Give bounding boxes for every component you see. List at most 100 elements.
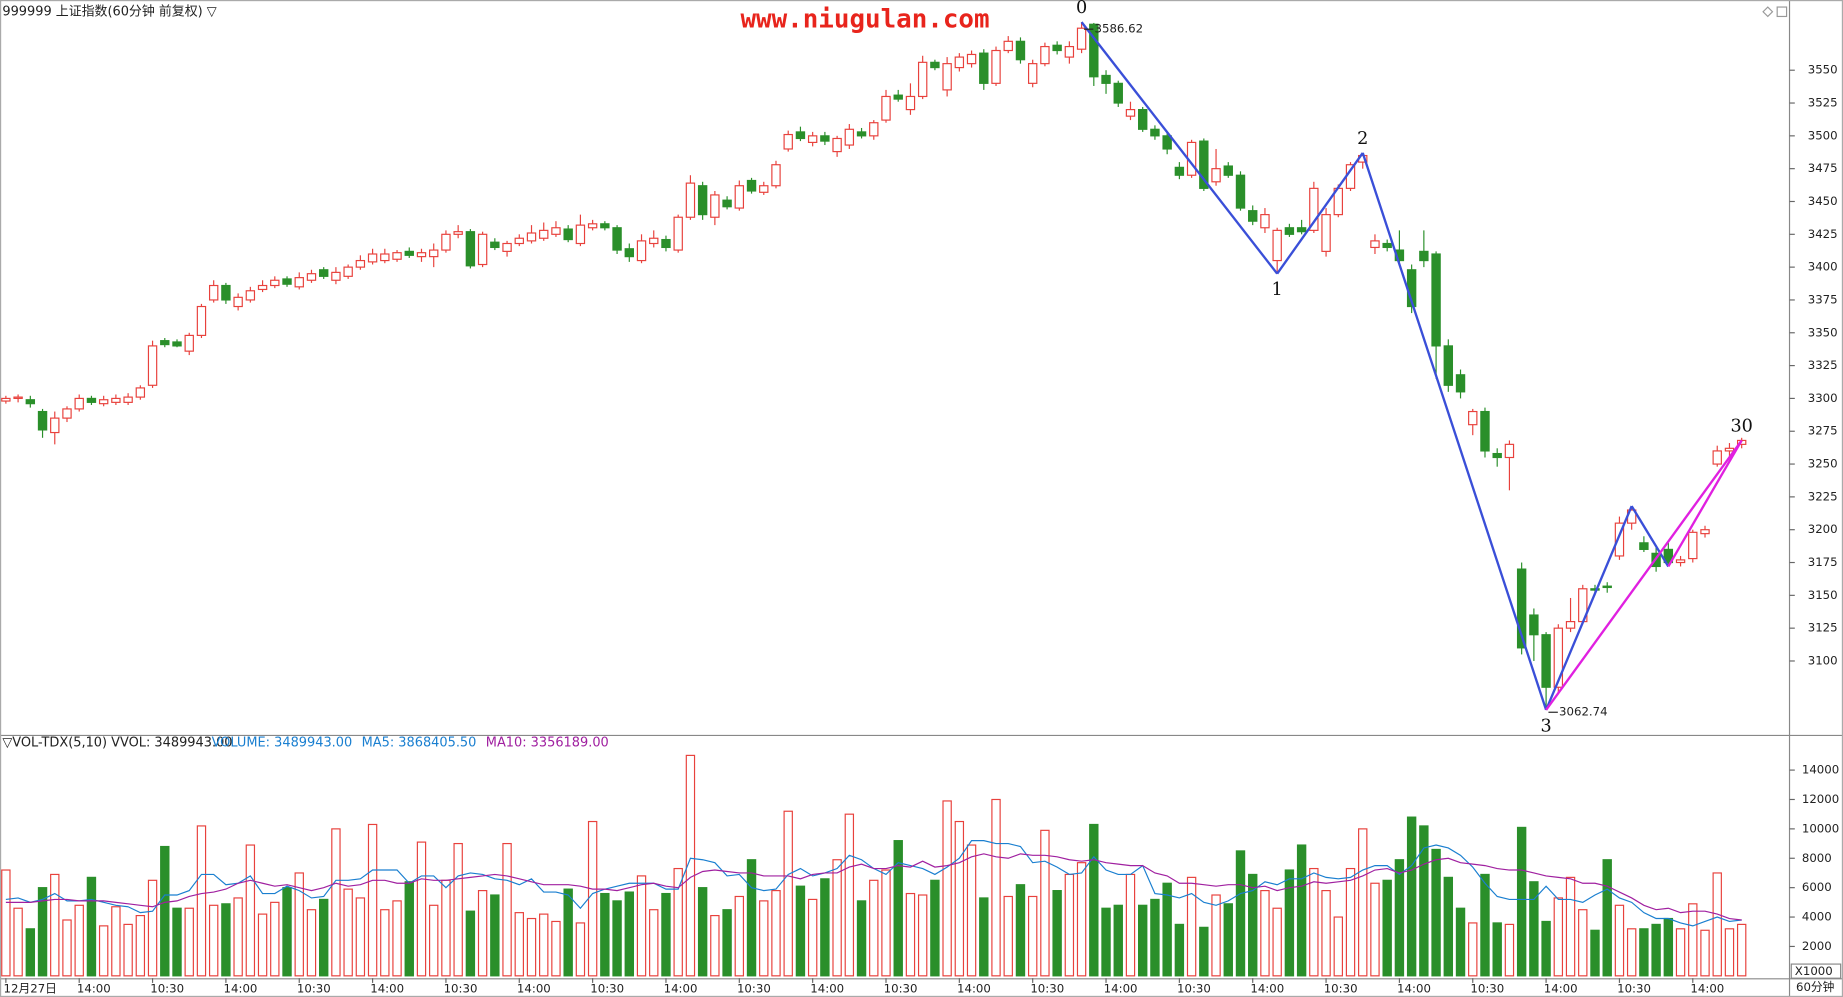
volume-bar xyxy=(477,890,488,977)
candle-body xyxy=(942,63,952,91)
candle-body xyxy=(795,131,806,140)
volume-bar xyxy=(1688,903,1698,977)
y-tick-label: 3100 xyxy=(1808,653,1838,667)
y-tick-label: 3550 xyxy=(1808,63,1838,77)
candle-body xyxy=(624,248,635,258)
candle-body xyxy=(147,345,158,386)
candle-body xyxy=(318,269,329,277)
candle-body xyxy=(380,253,390,262)
candle-body xyxy=(1015,40,1026,61)
candle-body xyxy=(1174,166,1185,176)
icon-diamond[interactable] xyxy=(1762,6,1774,18)
candle-body xyxy=(160,340,170,346)
y-tick-label: 3350 xyxy=(1808,325,1838,339)
volume-bar xyxy=(502,842,512,977)
candle-body xyxy=(172,341,182,347)
volume-bar xyxy=(1443,876,1454,977)
volume-bar xyxy=(1211,894,1221,977)
candle-body xyxy=(1040,45,1050,65)
volume-bar xyxy=(343,888,353,977)
candle-body xyxy=(245,290,256,301)
candle-body xyxy=(1541,634,1551,688)
icon-window[interactable] xyxy=(1776,6,1788,18)
x-tick-label: 14:00 xyxy=(1690,981,1724,995)
volume-bar xyxy=(954,820,965,977)
volume-bar xyxy=(1578,909,1588,977)
volume-bar xyxy=(318,898,329,977)
candle-body xyxy=(1309,187,1319,231)
volume-bar xyxy=(1541,920,1551,977)
volume-bar xyxy=(380,909,390,977)
y-tick-label: 8000 xyxy=(1802,851,1832,865)
volume-bar xyxy=(13,907,23,977)
volume-bar xyxy=(86,876,97,977)
candle-body xyxy=(844,128,855,146)
candle-body xyxy=(221,284,231,301)
candle-body xyxy=(600,223,610,229)
volume-bar xyxy=(147,879,158,977)
wave-label: 0 xyxy=(1076,0,1087,18)
candle-body xyxy=(1296,227,1307,233)
volume-bar xyxy=(1382,879,1392,977)
volume-bar xyxy=(551,920,561,977)
volume-bar xyxy=(905,892,916,977)
volume-bar xyxy=(685,754,696,977)
volume-bar xyxy=(1138,904,1148,977)
volume-bar xyxy=(392,900,402,977)
x-tick-label: 10:30 xyxy=(444,981,478,995)
volume-bar xyxy=(465,910,476,977)
candle-body xyxy=(697,185,708,216)
candle-body xyxy=(1455,374,1466,393)
volume-bar xyxy=(1675,928,1686,977)
y-tick-label: 3475 xyxy=(1808,161,1838,175)
volume-bar xyxy=(172,907,182,977)
volume-bar xyxy=(1223,903,1233,977)
volume-bar xyxy=(257,913,268,977)
volume-bar xyxy=(1272,907,1282,977)
candle-body xyxy=(355,259,366,268)
volume-bar xyxy=(1406,816,1417,977)
candle-body xyxy=(13,396,23,400)
candle-body xyxy=(1480,410,1490,452)
x-tick-label: 12月27日 xyxy=(4,981,57,995)
volume-bar xyxy=(526,917,537,977)
volume-bar xyxy=(612,900,622,977)
volume-bar xyxy=(661,892,671,977)
candle-body xyxy=(954,56,965,69)
candle-body xyxy=(343,266,353,277)
volume-bar xyxy=(1052,890,1062,977)
volume-bar xyxy=(37,887,48,977)
x-tick-label: 14:00 xyxy=(957,981,991,995)
candle-body xyxy=(1431,253,1441,347)
volume-bar xyxy=(208,904,219,977)
candle-body xyxy=(184,334,194,352)
candle-body xyxy=(1235,174,1246,209)
volume-bar xyxy=(1174,923,1185,977)
volume-bar xyxy=(429,904,439,977)
volume-bar xyxy=(1150,898,1160,977)
volume-bar xyxy=(942,800,952,977)
x-tick-label: 14:00 xyxy=(370,981,404,995)
x-tick-label: 14:00 xyxy=(1544,981,1578,995)
candle-body xyxy=(1443,345,1454,386)
volume-bar xyxy=(710,914,720,977)
y-tick-label: 3525 xyxy=(1808,96,1838,110)
ma-line xyxy=(5,853,1742,921)
period-label: 60分钟 xyxy=(1796,980,1834,994)
volume-bar xyxy=(245,844,256,977)
y-tick-label: 3425 xyxy=(1808,227,1838,241)
volume-bar xyxy=(404,881,414,977)
wave-label: 30 xyxy=(1730,416,1752,436)
y-tick-label: 3375 xyxy=(1808,292,1838,306)
candle-body xyxy=(1211,168,1221,183)
candle-body xyxy=(270,279,280,287)
candle-body xyxy=(404,250,414,256)
volume-bar xyxy=(771,890,781,977)
x-tick-label: 10:30 xyxy=(1177,981,1211,995)
candle-body xyxy=(832,137,842,153)
candle-body xyxy=(979,52,989,84)
volume-bar xyxy=(123,923,133,977)
wave-label: 2 xyxy=(1357,129,1368,149)
